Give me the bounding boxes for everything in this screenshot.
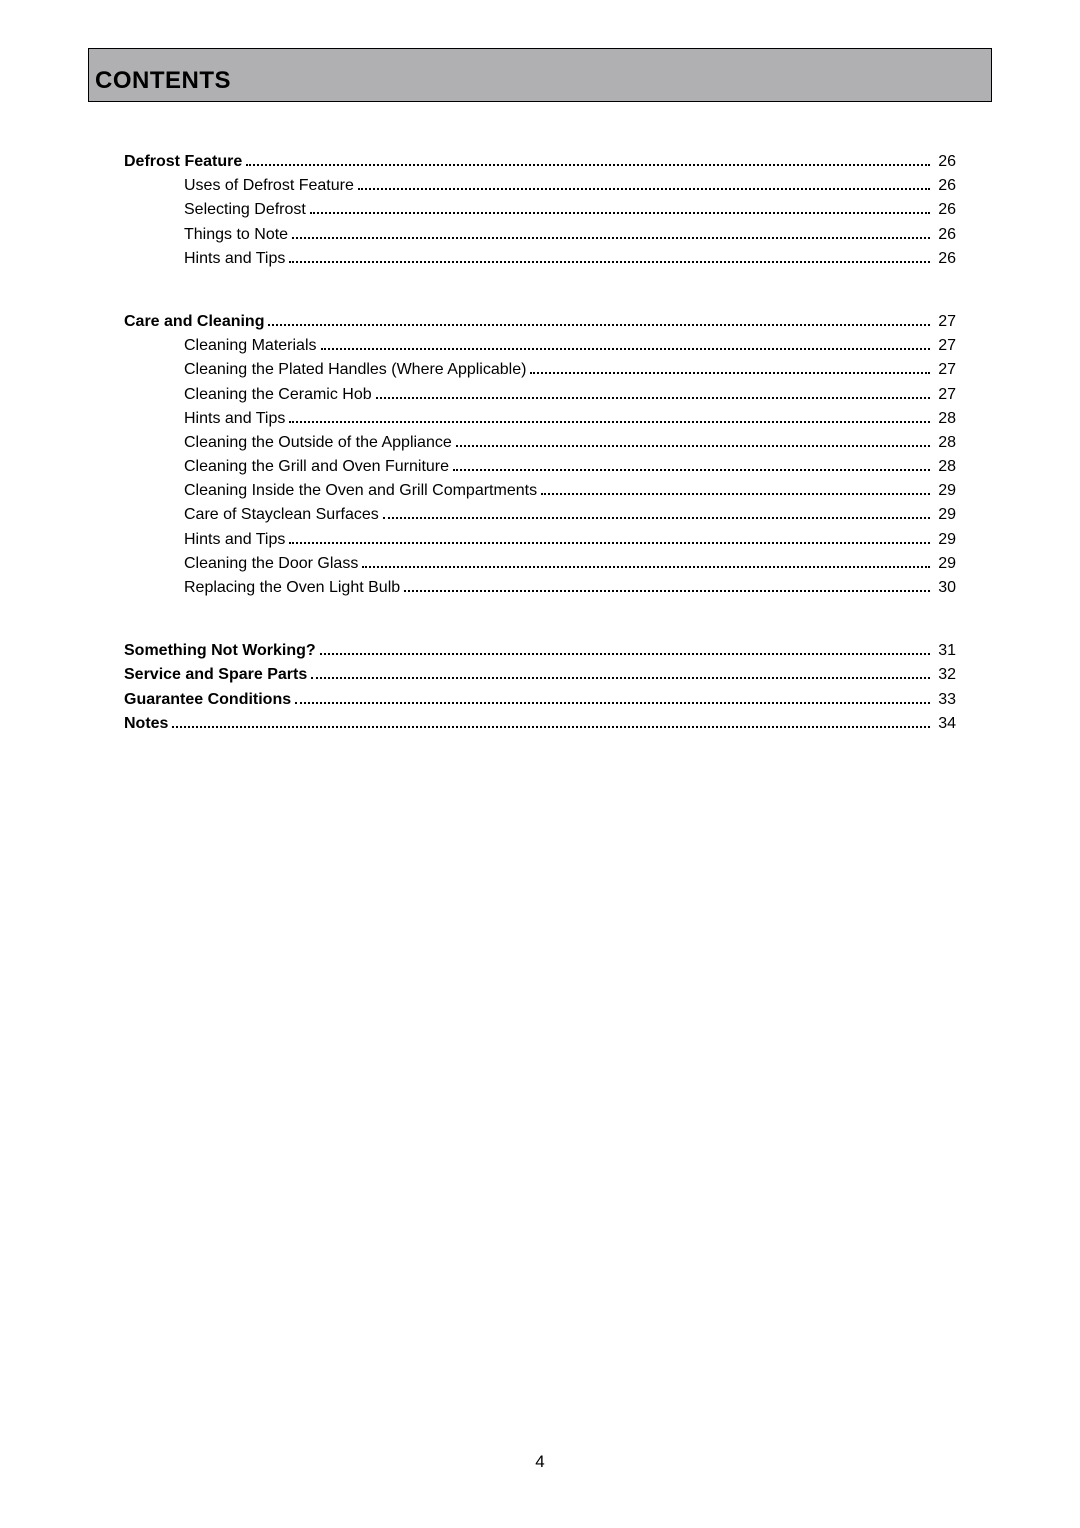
toc-item-row: Cleaning Inside the Oven and Grill Compa… [124, 479, 956, 502]
toc-heading-page: 26 [934, 150, 956, 173]
toc-item-label: Uses of Defrost Feature [184, 174, 354, 197]
toc-item-page: 29 [934, 503, 956, 526]
toc-item-page: 28 [934, 431, 956, 454]
toc-leader-dots [541, 493, 930, 495]
toc-item-page: 28 [934, 407, 956, 430]
toc-item-page: 30 [934, 576, 956, 599]
toc-item-page: 26 [934, 247, 956, 270]
toc-item-row: Hints and Tips 26 [124, 247, 956, 270]
toc-leader-dots [362, 566, 930, 568]
toc-item-label: Cleaning the Grill and Oven Furniture [184, 455, 449, 478]
toc-item-label: Selecting Defrost [184, 198, 306, 221]
toc-item-page: 33 [934, 688, 956, 711]
toc-item-page: 34 [934, 712, 956, 735]
toc-leader-dots [295, 702, 930, 704]
toc-leader-dots [404, 590, 930, 592]
toc-heading-page: 27 [934, 310, 956, 333]
toc-section: Something Not Working? 31 Service and Sp… [124, 639, 956, 735]
toc-leader-dots [453, 469, 930, 471]
toc-leader-dots [289, 261, 930, 263]
toc-item-row: Cleaning the Ceramic Hob 27 [124, 383, 956, 406]
toc-leader-dots [321, 348, 931, 350]
toc-heading-row: Care and Cleaning 27 [124, 310, 956, 333]
toc-item-row: Cleaning the Grill and Oven Furniture 28 [124, 455, 956, 478]
toc-item-label: Cleaning the Outside of the Appliance [184, 431, 452, 454]
toc-item-label: Care of Stayclean Surfaces [184, 503, 379, 526]
toc-item-label: Cleaning the Door Glass [184, 552, 358, 575]
table-of-contents: Defrost Feature 26 Uses of Defrost Featu… [88, 150, 992, 735]
toc-leader-dots [246, 164, 930, 166]
toc-leader-dots [268, 324, 930, 326]
toc-item-row: Cleaning Materials 27 [124, 334, 956, 357]
toc-item-page: 29 [934, 479, 956, 502]
toc-heading-label: Care and Cleaning [124, 310, 264, 333]
toc-item-label: Hints and Tips [184, 528, 285, 551]
toc-leader-dots [311, 677, 930, 679]
toc-section: Defrost Feature 26 Uses of Defrost Featu… [124, 150, 956, 270]
toc-item-label: Service and Spare Parts [124, 663, 307, 686]
toc-leader-dots [358, 188, 930, 190]
toc-item-row: Hints and Tips 29 [124, 528, 956, 551]
toc-item-row: Selecting Defrost 26 [124, 198, 956, 221]
toc-item-label: Notes [124, 712, 168, 735]
toc-item-row: Cleaning the Plated Handles (Where Appli… [124, 358, 956, 381]
toc-item-label: Guarantee Conditions [124, 688, 291, 711]
contents-title: CONTENTS [95, 67, 231, 95]
toc-item-page: 27 [934, 358, 956, 381]
toc-leader-dots [383, 517, 930, 519]
toc-item-label: Cleaning Inside the Oven and Grill Compa… [184, 479, 537, 502]
toc-leader-dots [320, 653, 931, 655]
toc-item-row: Care of Stayclean Surfaces 29 [124, 503, 956, 526]
toc-item-row: Guarantee Conditions 33 [124, 688, 956, 711]
toc-heading-row: Defrost Feature 26 [124, 150, 956, 173]
toc-item-page: 26 [934, 223, 956, 246]
toc-item-page: 28 [934, 455, 956, 478]
toc-item-row: Service and Spare Parts 32 [124, 663, 956, 686]
toc-item-label: Cleaning the Ceramic Hob [184, 383, 372, 406]
toc-leader-dots [376, 397, 931, 399]
toc-item-label: Hints and Tips [184, 407, 285, 430]
page-container: CONTENTS Defrost Feature 26 Uses of Defr… [0, 0, 1080, 735]
toc-item-page: 31 [934, 639, 956, 662]
toc-item-label: Replacing the Oven Light Bulb [184, 576, 400, 599]
toc-section: Care and Cleaning 27 Cleaning Materials … [124, 310, 956, 599]
toc-item-page: 26 [934, 174, 956, 197]
toc-leader-dots [289, 421, 930, 423]
toc-item-label: Something Not Working? [124, 639, 316, 662]
toc-item-row: Replacing the Oven Light Bulb 30 [124, 576, 956, 599]
page-number: 4 [0, 1452, 1080, 1472]
toc-leader-dots [292, 237, 930, 239]
toc-leader-dots [172, 726, 930, 728]
toc-item-page: 32 [934, 663, 956, 686]
toc-item-row: Cleaning the Door Glass 29 [124, 552, 956, 575]
contents-header-band: CONTENTS [88, 48, 992, 102]
toc-item-page: 29 [934, 528, 956, 551]
toc-leader-dots [530, 372, 930, 374]
toc-item-page: 27 [934, 383, 956, 406]
toc-heading-label: Defrost Feature [124, 150, 242, 173]
toc-item-page: 29 [934, 552, 956, 575]
toc-item-label: Hints and Tips [184, 247, 285, 270]
toc-leader-dots [310, 212, 930, 214]
toc-item-page: 27 [934, 334, 956, 357]
toc-item-row: Uses of Defrost Feature 26 [124, 174, 956, 197]
toc-item-row: Something Not Working? 31 [124, 639, 956, 662]
toc-leader-dots [289, 542, 930, 544]
toc-item-page: 26 [934, 198, 956, 221]
toc-item-label: Cleaning the Plated Handles (Where Appli… [184, 358, 526, 381]
toc-item-row: Things to Note 26 [124, 223, 956, 246]
toc-item-row: Hints and Tips 28 [124, 407, 956, 430]
toc-item-label: Cleaning Materials [184, 334, 317, 357]
toc-leader-dots [456, 445, 930, 447]
toc-item-row: Cleaning the Outside of the Appliance 28 [124, 431, 956, 454]
toc-item-row: Notes 34 [124, 712, 956, 735]
toc-item-label: Things to Note [184, 223, 288, 246]
